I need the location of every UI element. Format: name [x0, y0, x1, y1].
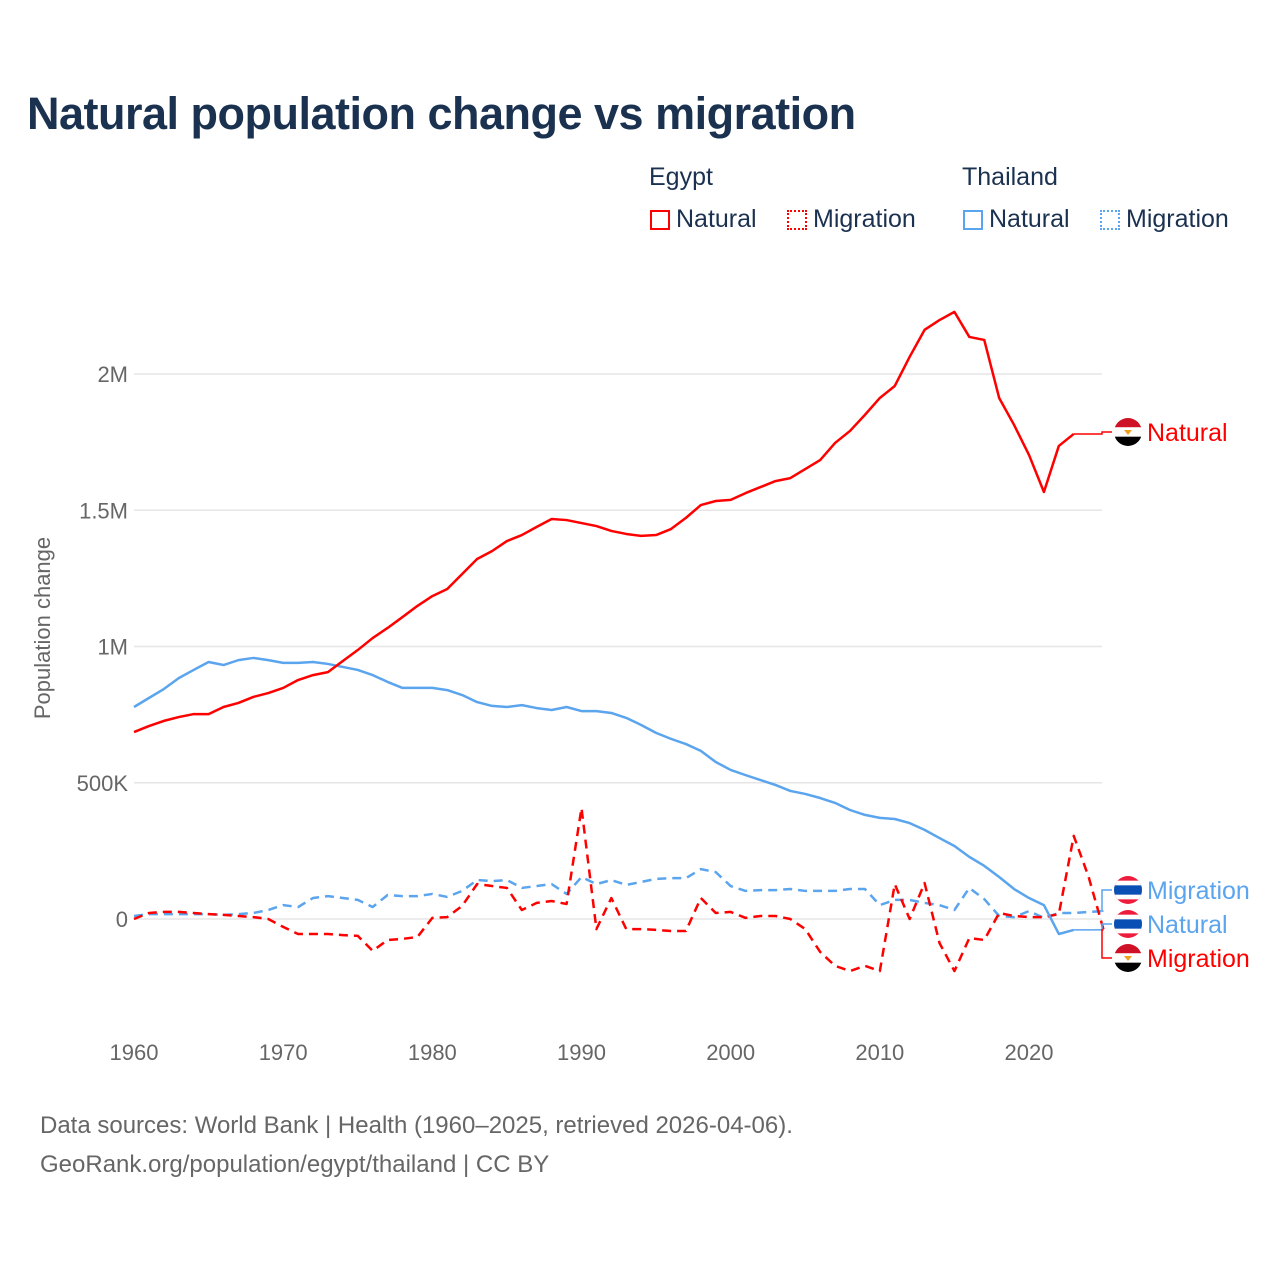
y-tick-label: 1.5M	[79, 498, 128, 523]
legend-label: Migration	[813, 205, 916, 233]
legend-egypt-migration[interactable]: Migration	[787, 205, 916, 234]
x-tick-label: 2020	[1005, 1040, 1054, 1065]
egypt-flag-icon	[1114, 944, 1142, 972]
y-axis-label: Population change	[30, 537, 55, 719]
y-tick-label: 1M	[97, 635, 128, 660]
egypt-migration-line[interactable]	[133, 806, 1105, 973]
egypt-flag-icon	[1114, 418, 1142, 446]
legend-thailand-migration[interactable]: Migration	[1100, 205, 1229, 234]
x-tick-label: 1980	[408, 1040, 457, 1065]
x-tick-label: 1970	[259, 1040, 308, 1065]
end-label-egypt-migration: Migration	[1147, 945, 1250, 973]
label-connector	[1101, 889, 1112, 912]
y-tick-label: 500K	[77, 771, 129, 796]
thailand-migration-line[interactable]	[133, 867, 1104, 920]
thailand-flag-icon	[1114, 876, 1142, 904]
legend-group-egypt: Egypt	[649, 163, 713, 191]
legend-thailand-natural[interactable]: Natural	[963, 205, 1070, 234]
end-label-thailand-natural: Natural	[1147, 911, 1228, 939]
egypt-natural-line[interactable]	[133, 310, 1075, 734]
thailand-flag-icon	[1114, 910, 1142, 938]
x-tick-label: 1960	[110, 1040, 159, 1065]
data-source-text: Data sources: World Bank | Health (1960–…	[40, 1112, 793, 1139]
legend-swatch-dotted-red-icon	[787, 209, 807, 230]
legend-group-thailand: Thailand	[962, 163, 1058, 191]
legend-label: Natural	[676, 205, 757, 233]
x-tick-label: 2000	[706, 1040, 755, 1065]
legend-label: Natural	[989, 205, 1070, 233]
x-tick-label: 2010	[855, 1040, 904, 1065]
legend-swatch-dotted-blue-icon	[1100, 209, 1120, 230]
y-tick-label: 2M	[97, 362, 128, 387]
end-label-thailand-migration: Migration	[1147, 877, 1250, 905]
thailand-natural-line[interactable]	[133, 656, 1075, 936]
legend-swatch-solid-blue-icon	[963, 209, 983, 230]
label-connector	[1073, 923, 1112, 931]
x-tick-label: 1990	[557, 1040, 606, 1065]
attribution-link[interactable]: GeoRank.org/population/egypt/thailand | …	[40, 1151, 550, 1178]
footer: Data sources: World Bank | Health (1960–…	[40, 1106, 793, 1184]
legend-label: Migration	[1126, 205, 1229, 233]
chart-title: Natural population change vs migration	[27, 88, 856, 139]
legend-swatch-solid-red-icon	[650, 209, 670, 230]
y-tick-label: 0	[116, 907, 128, 932]
label-connector	[1073, 431, 1112, 435]
end-label-egypt-natural: Natural	[1147, 419, 1228, 447]
legend-egypt-natural[interactable]: Natural	[650, 205, 757, 234]
label-connector	[1101, 929, 1112, 959]
